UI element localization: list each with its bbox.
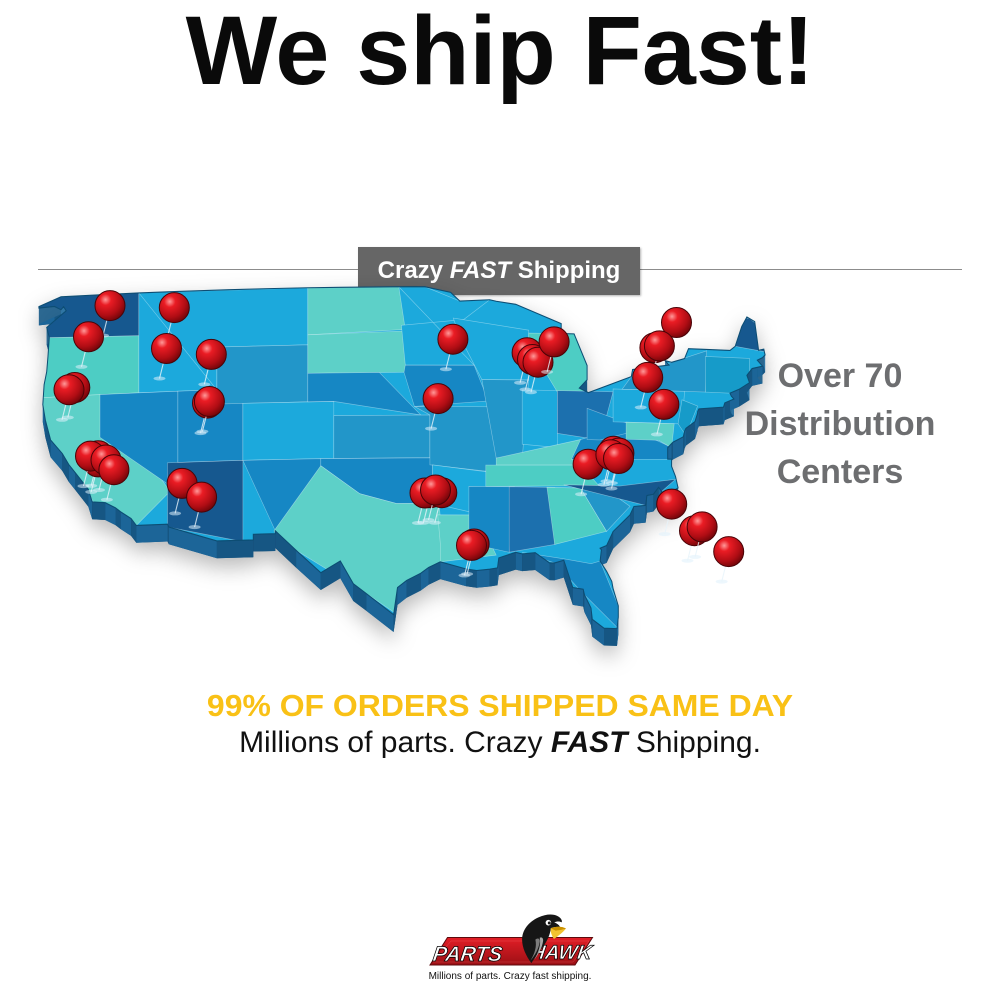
svg-text:PARTS: PARTS <box>431 943 503 966</box>
